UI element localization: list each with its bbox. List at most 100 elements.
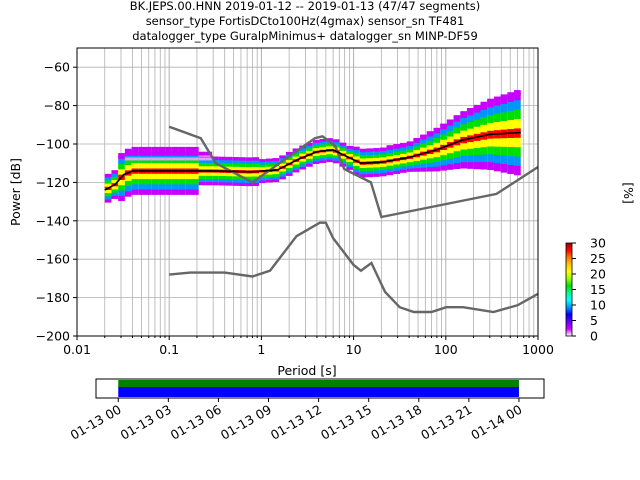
heatmap-cell <box>373 173 380 177</box>
heatmap-cell <box>467 141 474 149</box>
heatmap-cell <box>487 122 494 131</box>
heatmap-cell <box>312 147 320 151</box>
heatmap-cell <box>493 145 501 155</box>
title-line-1: BK.JEPS.00.HNN 2019-01-12 -- 2019-01-13 … <box>130 0 481 13</box>
heatmap-cell <box>386 162 394 166</box>
heatmap-cell <box>111 189 119 193</box>
heatmap-cell <box>265 158 273 162</box>
heatmap-cell <box>514 99 521 110</box>
heatmap-cell <box>218 175 226 180</box>
heatmap-cell <box>312 140 320 143</box>
heatmap-cell <box>373 170 380 174</box>
colorbar-tick-label: 5 <box>590 313 598 328</box>
heatmap-cell <box>413 137 421 141</box>
heatmap-cell <box>420 147 427 152</box>
heatmap-cell <box>312 145 320 149</box>
heatmap-cell <box>346 167 354 170</box>
heatmap-cell <box>104 199 112 203</box>
heatmap-cell <box>212 162 219 167</box>
heatmap-cell <box>312 142 320 146</box>
heatmap-cell <box>460 142 468 150</box>
heatmap-cell <box>158 157 166 161</box>
heatmap-cell <box>124 185 132 192</box>
heatmap-cell <box>138 189 146 195</box>
heatmap-cell <box>406 168 414 172</box>
heatmap-cell <box>124 164 132 171</box>
heatmap-cell <box>245 160 253 164</box>
heatmap-cell <box>306 148 313 151</box>
heatmap-cell <box>487 114 494 123</box>
x-tick-label: 1 <box>257 342 265 357</box>
heatmap-cell <box>265 166 273 170</box>
heatmap-cell <box>178 162 186 169</box>
heatmap-cell <box>245 176 253 180</box>
heatmap-cell <box>446 152 454 159</box>
heatmap-cell <box>366 154 374 159</box>
heatmap-cell <box>299 150 307 154</box>
heatmap-cell <box>124 159 132 166</box>
heatmap-cell <box>265 171 273 175</box>
heatmap-cell <box>399 169 407 173</box>
heatmap-cell <box>252 176 260 180</box>
noise-models <box>168 125 539 314</box>
heatmap-cell <box>359 148 367 153</box>
heatmap-cell <box>185 178 192 185</box>
heatmap-cell <box>205 159 213 164</box>
heatmap-cell <box>487 161 494 171</box>
heatmap-cell <box>218 159 226 164</box>
heatmap-cell <box>104 177 112 181</box>
heatmap-cell <box>131 189 139 195</box>
heatmap-cell <box>420 159 427 164</box>
heatmap-cell <box>480 161 488 170</box>
y-axis-ticks: −60 −80 −100 −120 −140 −160 −180 −200 <box>36 60 77 344</box>
heatmap-cell <box>326 146 333 149</box>
heatmap-cell <box>379 163 387 167</box>
timeline-tick-label: 01-13 21 <box>418 402 474 443</box>
heatmap-cell <box>379 172 387 177</box>
heatmap-cell <box>306 163 313 167</box>
heatmap-cell <box>339 142 347 146</box>
heatmap-cell <box>507 164 515 174</box>
heatmap-cell <box>292 164 300 168</box>
heatmap-cell <box>111 186 119 190</box>
heatmap-cell <box>118 168 125 175</box>
heatmap-cell <box>145 151 152 156</box>
heatmap-cell <box>319 152 327 156</box>
heatmap-cell <box>460 148 468 156</box>
heatmap-cell <box>259 172 266 176</box>
heatmap-cell <box>265 179 273 183</box>
heatmap-cell <box>319 154 327 158</box>
heatmap-cell <box>118 179 125 186</box>
heatmap-cell <box>507 137 515 148</box>
heatmap-cell <box>124 148 132 155</box>
heatmap-cell <box>165 157 172 161</box>
heatmap-cell <box>145 183 152 190</box>
heatmap-cell <box>198 175 206 179</box>
heatmap-cell <box>460 161 468 169</box>
heatmap-cell <box>232 157 239 161</box>
heatmap-cell <box>212 172 219 176</box>
heatmap-cell <box>440 149 447 156</box>
heatmap-cell <box>353 165 360 170</box>
heatmap-cell <box>212 156 219 160</box>
heatmap-cell <box>413 160 421 165</box>
heatmap-cell <box>319 157 327 161</box>
heatmap-cell <box>332 152 340 156</box>
heatmap-cell <box>279 171 286 175</box>
heatmap-cell <box>171 157 179 161</box>
heatmap-cell <box>500 137 508 147</box>
heatmap-cell <box>245 163 253 168</box>
heatmap-cell <box>285 165 293 168</box>
heatmap-cell <box>467 114 474 122</box>
x-tick-label: 0.1 <box>159 342 179 357</box>
heatmap-cell <box>259 159 266 162</box>
heatmap-cell <box>332 160 340 164</box>
heatmap-cell <box>245 157 253 161</box>
heatmap-cell <box>473 105 481 109</box>
heatmap-cell <box>198 178 206 183</box>
heatmap-cell <box>433 161 441 167</box>
heatmap-cell <box>292 169 300 173</box>
heatmap-cell <box>225 166 233 170</box>
y-tick-label: −80 <box>44 98 70 113</box>
heatmap-cell <box>473 147 481 156</box>
